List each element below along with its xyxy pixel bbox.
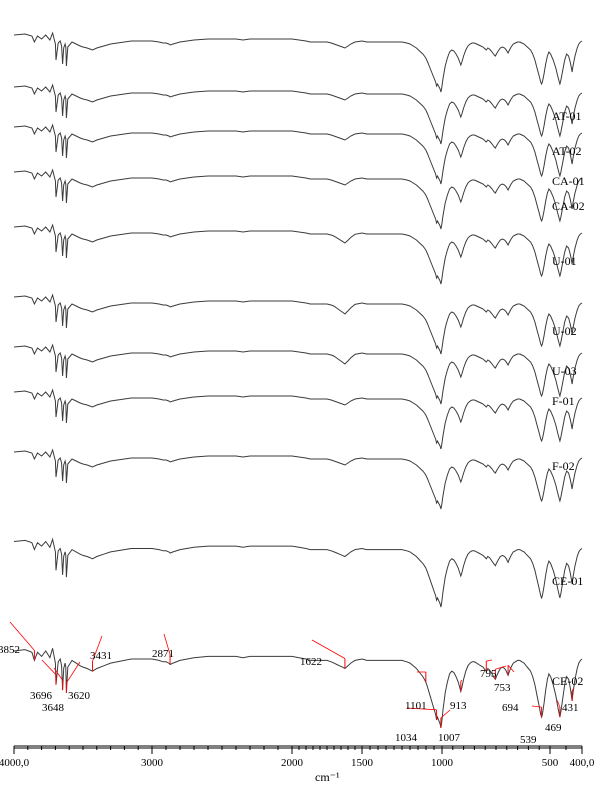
series-label-u03: U-03 — [552, 364, 577, 379]
svg-text:1000: 1000 — [431, 757, 454, 769]
spectrum-at01 — [14, 33, 582, 92]
peak-label-431: 431 — [562, 702, 579, 714]
peak-label-1101: 1101 — [405, 700, 427, 712]
spectrum-ca02 — [14, 170, 582, 229]
peak-label-1622: 1622 — [300, 656, 322, 668]
svg-text:1500: 1500 — [351, 757, 374, 769]
peak-label-3696: 3696 — [30, 690, 52, 702]
spectrum-f02 — [14, 450, 582, 509]
svg-text:2000: 2000 — [281, 757, 304, 769]
series-label-ce02: CE-02 — [552, 674, 583, 689]
svg-text:4000,0: 4000,0 — [0, 757, 30, 769]
series-label-at01: AT-01 — [552, 109, 582, 124]
peak-label-3620: 3620 — [68, 690, 90, 702]
peak-label-469: 469 — [545, 722, 562, 734]
peak-label-3431: 3431 — [90, 650, 112, 662]
spectrum-f01 — [14, 390, 582, 449]
peak-label-1034: 1034 — [395, 732, 417, 744]
peak-label-539: 539 — [520, 734, 537, 746]
spectrum-ce01 — [14, 539, 582, 607]
series-label-ce01: CE-01 — [552, 574, 583, 589]
series-label-u02: U-02 — [552, 324, 577, 339]
spectrum-at02 — [14, 85, 582, 144]
peak-label-3852: 3852 — [0, 644, 20, 656]
series-label-ca02: CA-02 — [552, 199, 585, 214]
series-label-f02: F-02 — [552, 459, 575, 474]
peak-label-753: 753 — [494, 682, 511, 694]
spectrum-u01 — [14, 225, 582, 284]
chart-svg: 4000,0 3000 2000 1500 1000 500 400,0 — [0, 0, 601, 788]
svg-text:500: 500 — [542, 757, 559, 769]
svg-text:400,0: 400,0 — [570, 757, 595, 769]
series-label-ca01: CA-01 — [552, 174, 585, 189]
svg-text:3000: 3000 — [141, 757, 164, 769]
spectrum-u03 — [14, 345, 582, 404]
peak-label-913: 913 — [450, 700, 467, 712]
x-axis-label: cm⁻¹ — [315, 770, 340, 785]
peak-label-2871: 2871 — [152, 648, 174, 660]
series-label-at02: AT-02 — [552, 144, 582, 159]
peak-label-3648: 3648 — [42, 702, 64, 714]
series-label-u01: U-01 — [552, 254, 577, 269]
ftir-spectra-chart: 4000,0 3000 2000 1500 1000 500 400,0 AT-01 AT-0… — [0, 0, 601, 788]
peak-label-795: 795 — [480, 668, 497, 680]
series-label-f01: F-01 — [552, 394, 575, 409]
spectrum-u02 — [14, 295, 582, 354]
spectrum-ca01 — [14, 125, 582, 184]
peak-label-1007: 1007 — [438, 732, 460, 744]
peak-label-694: 694 — [502, 702, 519, 714]
